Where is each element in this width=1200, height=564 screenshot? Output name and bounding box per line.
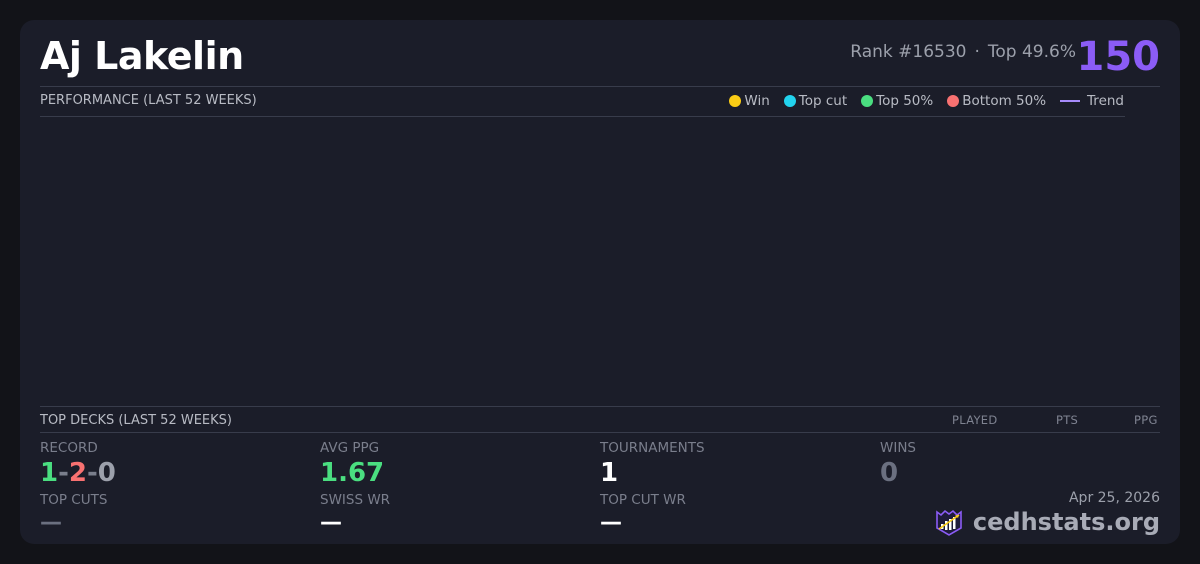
player-card: Aj Lakelin Rank #16530 · Top 49.6% 150 PER… (20, 20, 1180, 544)
win-dot-icon (729, 95, 742, 107)
record-sep: - (58, 458, 69, 488)
player-name: Aj Lakelin (40, 34, 244, 78)
swiss-wr-value: — (320, 510, 342, 535)
legend-top-50: Top 50% (861, 93, 933, 109)
legend-label: Trend (1087, 93, 1124, 109)
record-wins: 1 (40, 458, 59, 488)
top-cut-wr-label: TOP CUT WR (600, 492, 686, 508)
avg-ppg-label: AVG PPG (320, 440, 380, 456)
wins-label: WINS (880, 440, 916, 456)
record-draws: 0 (97, 458, 116, 488)
column-ppg: PPG (1134, 413, 1158, 427)
trend-line-icon (1060, 100, 1081, 102)
rank-info: Rank #16530 · Top 49.6% (850, 42, 1076, 62)
legend-bottom-50: Bottom 50% (947, 93, 1046, 109)
divider (40, 86, 1160, 87)
performance-chart-area (40, 117, 1125, 405)
wins-value: 0 (880, 458, 899, 488)
record-losses: 2 (68, 458, 87, 488)
record-label: RECORD (40, 440, 98, 456)
brand-name: cedhstats.org (972, 508, 1160, 536)
bottom-50-dot-icon (947, 95, 960, 107)
legend-label: Bottom 50% (962, 93, 1047, 109)
column-pts: PTS (1056, 413, 1079, 427)
crown-chart-icon (936, 509, 962, 536)
tournaments-value: 1 (600, 458, 619, 488)
divider (40, 406, 1160, 407)
tournaments-label: TOURNAMENTS (600, 440, 705, 456)
legend-label: Top 50% (876, 93, 934, 109)
legend-label: Win (744, 93, 770, 109)
record-value: 1-2-0 (40, 458, 116, 488)
top-cuts-value: — (40, 510, 62, 535)
legend-trend: Trend (1060, 93, 1124, 109)
top-decks-title: TOP DECKS (LAST 52 WEEKS) (40, 413, 232, 428)
legend-top-cut: Top cut (783, 93, 848, 109)
top-cuts-label: TOP CUTS (40, 492, 108, 508)
divider (40, 116, 1125, 117)
top-50-dot-icon (861, 95, 874, 107)
rank: Rank #16530 (850, 42, 967, 62)
performance-title: PERFORMANCE (LAST 52 WEEKS) (40, 93, 257, 108)
top-cut-wr-value: — (600, 510, 622, 535)
brand: cedhstats.org (935, 508, 1160, 536)
record-sep: - (86, 458, 98, 488)
divider (40, 432, 1160, 433)
player-score: 150 (1076, 34, 1161, 80)
top-percent: Top 49.6% (987, 42, 1076, 62)
chart-legend: Win Top cut Top 50% Bottom 50% Trend (729, 93, 1124, 109)
top-cut-dot-icon (783, 95, 796, 107)
date: Apr 25, 2026 (1068, 490, 1160, 506)
legend-win: Win (729, 93, 770, 109)
swiss-wr-label: SWISS WR (320, 492, 391, 508)
legend-label: Top cut (798, 93, 848, 109)
avg-ppg-value: 1.67 (320, 458, 385, 488)
separator: · (974, 42, 980, 62)
column-played: PLAYED (952, 413, 998, 427)
